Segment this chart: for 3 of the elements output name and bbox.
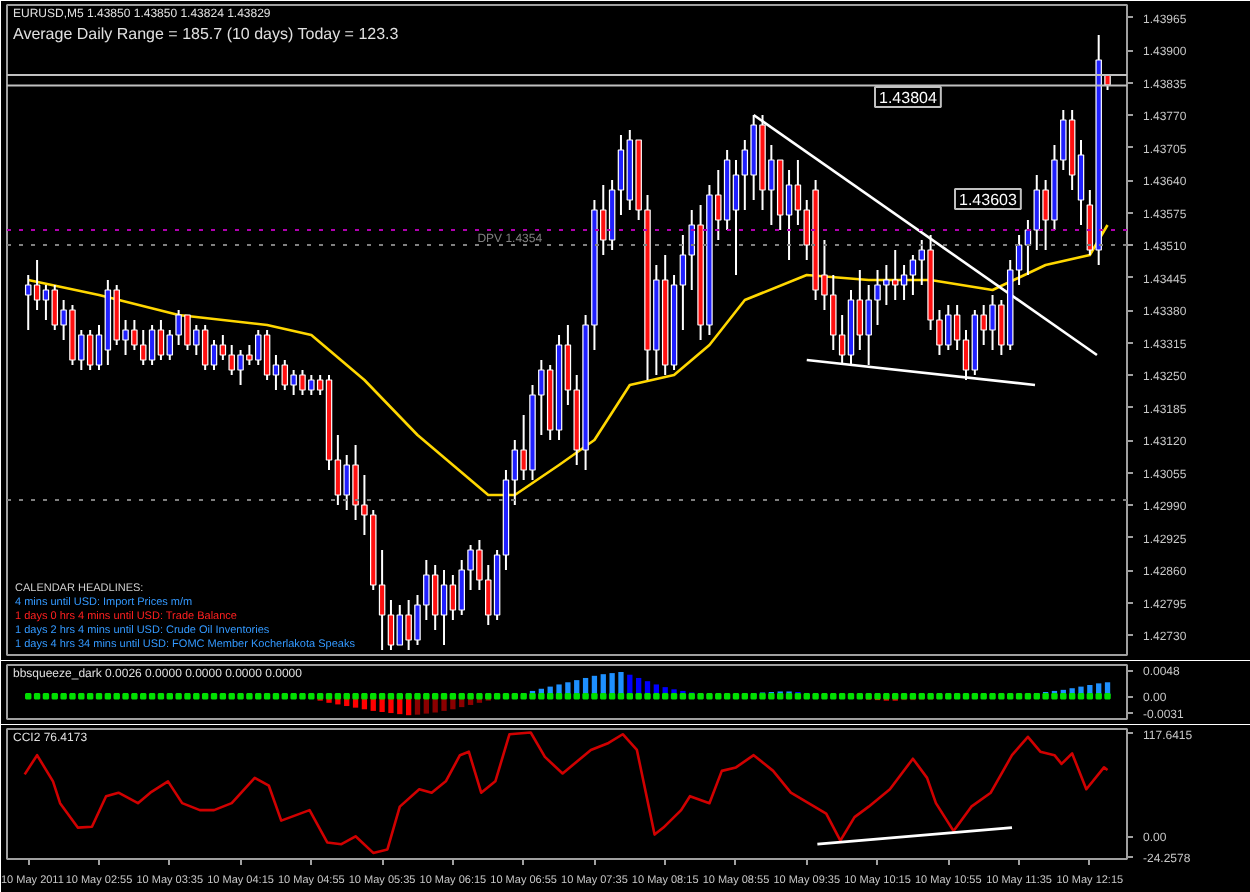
- text: Average Daily Range = 185.7 (10 days) Today = 123.3: [13, 25, 400, 43]
- annotation: 1.43603: [959, 191, 1018, 209]
- annotation: 1.43804: [879, 89, 938, 107]
